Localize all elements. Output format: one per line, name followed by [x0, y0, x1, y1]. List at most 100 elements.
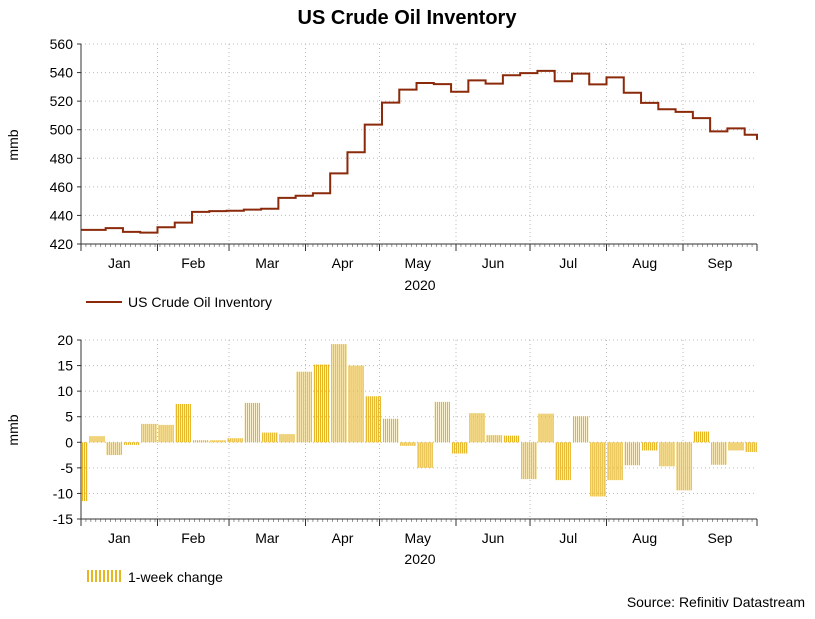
bar-stripe [164, 424, 166, 443]
bar-stripe [199, 440, 201, 443]
bar-stripe [310, 371, 312, 443]
bar-stripe [262, 432, 264, 443]
bar-stripe [203, 440, 205, 443]
bar-stripe [375, 396, 377, 443]
bar-stripe [638, 442, 640, 466]
bar-stripe [613, 442, 615, 481]
bar-stripe [118, 442, 120, 456]
bar-stripe [481, 413, 483, 443]
bar-stripe [711, 442, 713, 465]
bar [417, 442, 433, 468]
bar-stripe [133, 442, 136, 445]
bar-stripe [466, 442, 468, 454]
bar-stripe [561, 442, 563, 481]
bar-stripe [753, 442, 755, 453]
bar-stripe [479, 413, 481, 443]
x-tick-label-mar: Mar [255, 530, 279, 546]
bar-stripe [676, 442, 678, 491]
bar [313, 364, 330, 443]
bar [82, 442, 88, 502]
bar [106, 442, 122, 456]
bar-stripe [540, 413, 542, 443]
y-tick-label: 20 [57, 332, 73, 348]
bar [486, 435, 502, 443]
source-note: Source: Refinitiv Datastream [627, 594, 805, 610]
x-tick-label-jul: Jul [559, 530, 577, 546]
bar-stripe [740, 442, 742, 451]
x-tick-label-feb: Feb [181, 255, 205, 271]
bar-stripe [212, 440, 214, 443]
y-tick-label: 520 [50, 93, 74, 109]
bar-stripe [408, 442, 410, 446]
bar-stripe [172, 424, 174, 443]
bar-stripe [258, 402, 261, 443]
bar-stripe [473, 413, 475, 443]
bar-stripe [189, 403, 191, 443]
bar-stripe [339, 344, 341, 443]
bar-stripe [548, 413, 550, 443]
bar-stripe [89, 436, 91, 443]
bar-stripe [356, 365, 358, 443]
bar-stripe [557, 442, 559, 481]
bar-stripe [379, 396, 381, 443]
bar-stripe [624, 442, 626, 466]
bar-stripe [337, 344, 339, 443]
bar-stripe [162, 424, 164, 443]
bar-stripe [565, 442, 567, 481]
x-tick-label-jan: Jan [108, 255, 131, 271]
bar-stripe [656, 442, 658, 451]
bar-stripe [452, 442, 454, 454]
bar-stripe [392, 418, 395, 443]
bar-stripe [488, 435, 490, 443]
bar-stripe [187, 403, 189, 443]
bar-stripe [276, 432, 278, 443]
bar-stripe [123, 442, 126, 445]
legend-label-weekly-change: 1-week change [128, 569, 223, 585]
bar-stripe [382, 418, 385, 443]
bar-stripe [630, 442, 632, 466]
bar-stripe [661, 442, 663, 467]
y-tick-label: 15 [57, 358, 73, 374]
bar-stripe [419, 442, 421, 468]
y-tick-label: -15 [53, 511, 73, 527]
bar-stripe [343, 344, 345, 443]
bar-stripe [423, 442, 425, 468]
y-tick-label: 540 [50, 65, 74, 81]
bar-stripe [494, 435, 496, 443]
bar-stripe [220, 440, 222, 443]
bar-stripe [177, 403, 179, 443]
bar-stripe [503, 435, 506, 443]
bar-stripe [193, 440, 195, 443]
bar-stripe [586, 416, 589, 443]
bar [659, 442, 675, 467]
bar-stripe [632, 442, 634, 466]
bar [728, 442, 744, 451]
bar-stripe [602, 442, 604, 497]
bar-stripe [607, 442, 609, 481]
bar-stripe [99, 436, 101, 443]
bar-stripe [734, 442, 736, 451]
top-x-axis-label: 2020 [404, 277, 435, 293]
bar-stripe [145, 423, 147, 443]
x-tick-label-apr: Apr [332, 255, 354, 271]
bar-stripe [168, 424, 170, 443]
bar-stripe [331, 344, 333, 443]
bar-stripe [201, 440, 203, 443]
bar-stripe [723, 442, 725, 465]
bar-stripe [86, 442, 88, 502]
bar-stripe [237, 438, 239, 443]
bar-stripe [578, 416, 581, 443]
bar-stripe [464, 442, 466, 454]
x-tick-label-jan: Jan [108, 530, 131, 546]
bar-stripe [371, 396, 373, 443]
bar [227, 438, 243, 443]
bar-stripe [483, 413, 485, 443]
bar-stripe [137, 442, 140, 445]
bar-stripe [609, 442, 611, 481]
bar-stripe [116, 442, 118, 456]
bar-stripe [576, 416, 579, 443]
bar-stripe [531, 442, 533, 480]
bar-stripe [690, 442, 692, 491]
bar-stripe [678, 442, 680, 491]
bar-stripe [239, 438, 241, 443]
